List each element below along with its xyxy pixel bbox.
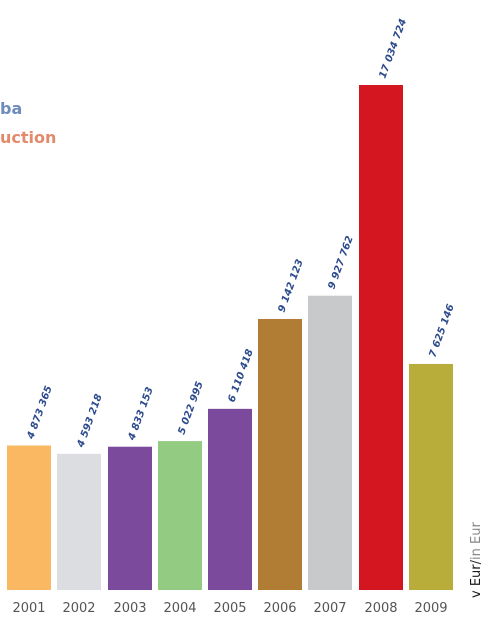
x-tick-2003: 2003 [113, 601, 146, 616]
value-label-2001: 4 873 365 [25, 384, 55, 441]
value-label-2004: 5 022 995 [176, 380, 205, 436]
bar-2001 [7, 445, 51, 590]
bar-2008 [359, 85, 403, 590]
x-tick-2001: 2001 [12, 601, 45, 616]
x-tick-2009: 2009 [414, 601, 447, 616]
bars-group [7, 85, 453, 590]
legend-line-2: uction [0, 128, 57, 147]
unit-primary: v Eur [469, 564, 484, 598]
x-tick-2007: 2007 [313, 601, 346, 616]
bar-2005 [208, 408, 252, 590]
value-label-2003: 4 833 153 [126, 386, 156, 443]
unit-label: v Eur/in Eur [469, 522, 484, 598]
value-label-2006: 9 142 123 [276, 258, 305, 314]
bar-2009 [409, 363, 453, 590]
legend-line-1: ba [0, 99, 23, 118]
value-label-2009: 7 625 146 [427, 303, 456, 359]
unit-secondary: in Eur [469, 522, 484, 560]
bar-2007 [308, 295, 352, 590]
x-tick-2006: 2006 [263, 601, 296, 616]
bar-2006 [258, 318, 302, 590]
unit-separator: / [469, 559, 484, 565]
value-label-2008: 17 034 724 [377, 17, 409, 80]
x-tick-labels-group: 2001 2002 2003 2004 2005 2006 2007 2008 2009 [12, 601, 447, 616]
x-tick-2002: 2002 [62, 601, 95, 616]
bar-2004 [158, 441, 202, 590]
value-label-2007: 9 927 762 [326, 235, 355, 291]
value-label-2002: 4 593 218 [75, 393, 105, 450]
x-tick-2004: 2004 [163, 601, 196, 616]
value-label-2005: 6 110 418 [226, 348, 255, 404]
bar-2002 [57, 453, 101, 590]
x-tick-2005: 2005 [213, 601, 246, 616]
bar-2003 [108, 446, 152, 590]
x-tick-2008: 2008 [364, 601, 397, 616]
